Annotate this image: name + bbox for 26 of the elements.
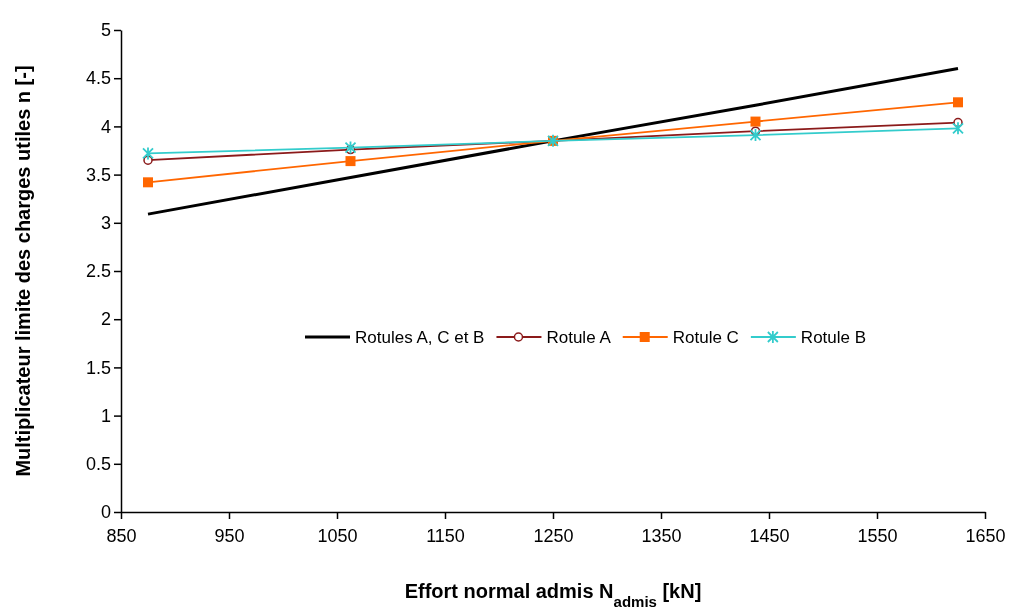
x-tick-label: 1150 — [426, 525, 465, 546]
y-tick-label: 4 — [100, 116, 111, 137]
legend-label: Rotules A, C et B — [355, 328, 485, 347]
y-tick-label: 2 — [100, 309, 111, 330]
y-tick-label: 5 — [100, 20, 111, 41]
legend-label: Rotule A — [546, 328, 612, 347]
x-tick-label: 1450 — [749, 525, 790, 546]
legend-label: Rotule C — [672, 328, 739, 347]
x-tick-label: 1050 — [317, 525, 358, 546]
y-tick-label: 1.5 — [85, 357, 111, 378]
x-tick-label: 1550 — [857, 525, 898, 546]
y-tick-label: 2.5 — [85, 261, 111, 282]
y-tick-label: 0.5 — [85, 454, 111, 475]
x-tick-label: 950 — [214, 525, 245, 546]
legend-label: Rotule B — [800, 328, 867, 347]
y-axis-title: Multiplicateur limite des charges utiles n [-] — [12, 65, 34, 477]
x-tick-label: 1250 — [533, 525, 574, 546]
y-tick-label: 0 — [100, 502, 111, 523]
y-tick-label: 1 — [100, 405, 111, 426]
x-tick-label: 1650 — [965, 525, 1006, 546]
y-tick-label: 4.5 — [85, 68, 111, 89]
y-tick-label: 3.5 — [85, 164, 111, 185]
x-tick-label: 850 — [106, 525, 137, 546]
x-tick-label: 1350 — [641, 525, 682, 546]
y-tick-label: 3 — [100, 213, 111, 234]
x-axis-title: Effort normal admis N$_{admis}$ [kN] — [404, 580, 702, 608]
